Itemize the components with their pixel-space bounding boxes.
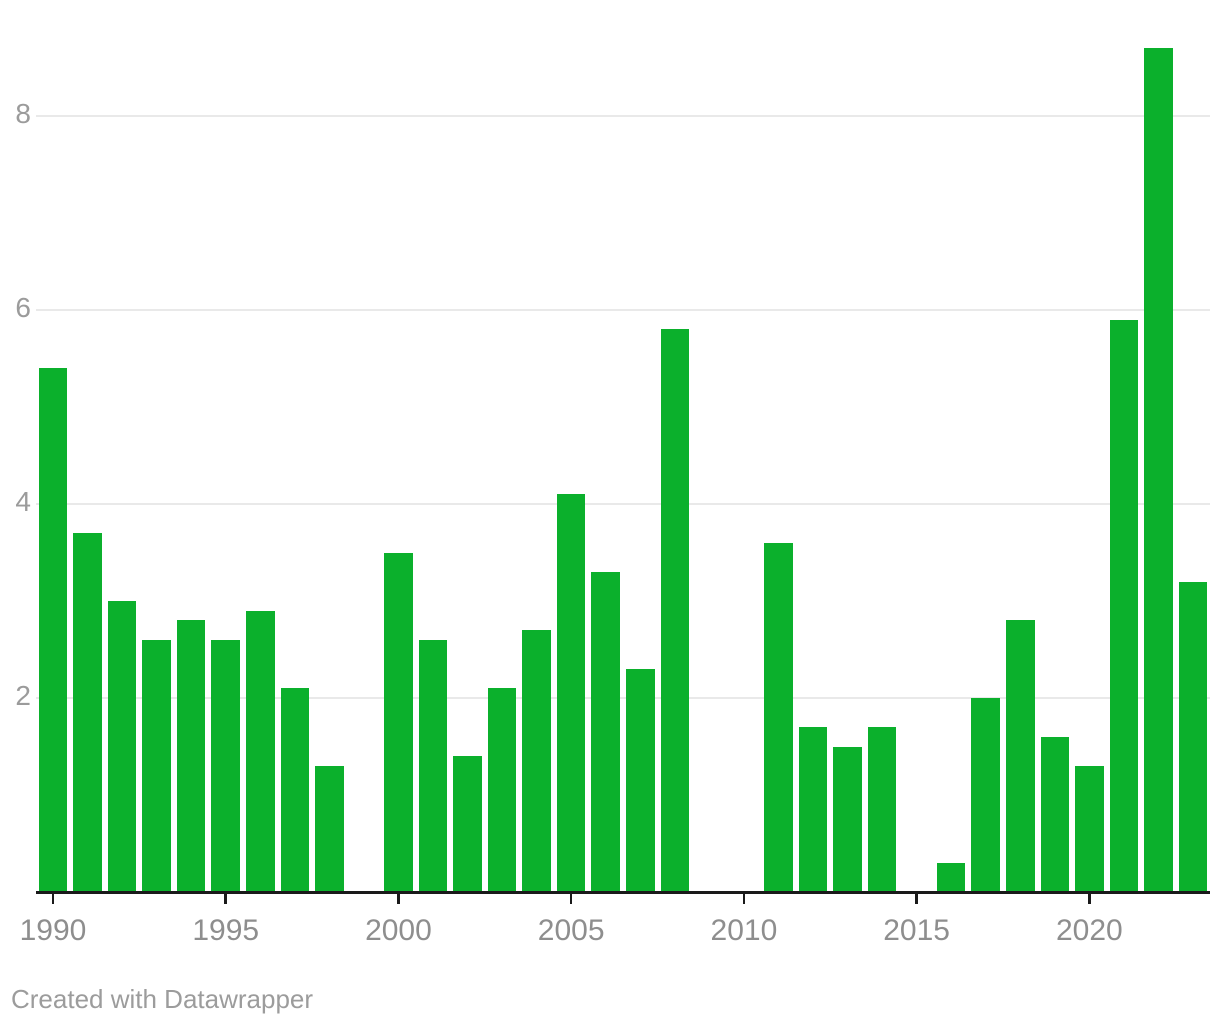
bar-1996[interactable] (245, 610, 275, 892)
bar-2019[interactable] (1040, 736, 1070, 892)
bar-2022[interactable] (1144, 48, 1173, 892)
bar-2001[interactable] (418, 639, 448, 892)
bar-2004[interactable] (522, 630, 551, 892)
bar-1990[interactable] (38, 368, 68, 892)
bar-2002[interactable] (453, 756, 482, 892)
y-axis-label: 4 (15, 486, 31, 517)
bar-2005[interactable] (556, 494, 586, 892)
x-axis-tick-2005 (569, 892, 573, 904)
bar-2012[interactable] (798, 727, 828, 892)
bar-2000[interactable] (384, 552, 413, 892)
bar-2018[interactable] (1005, 620, 1035, 892)
bar-1995[interactable] (211, 639, 241, 892)
x-axis-line (36, 891, 1210, 894)
bar-1991[interactable] (73, 533, 102, 892)
x-axis-label-2015: 2015 (883, 914, 950, 947)
x-axis-tick-2015 (915, 892, 918, 904)
bar-2017[interactable] (971, 698, 1000, 892)
bar-2023[interactable] (1178, 581, 1208, 892)
bar-2016[interactable] (936, 862, 966, 892)
bar-2021[interactable] (1109, 319, 1139, 892)
y-axis-label: 6 (15, 292, 31, 323)
bar-2003[interactable] (487, 688, 517, 892)
x-axis-label-1995: 1995 (192, 914, 260, 947)
gridline-y-6 (36, 309, 1210, 311)
gridline-y-2 (36, 697, 1210, 699)
bar-1998[interactable] (315, 765, 344, 892)
bar-2013[interactable] (833, 746, 862, 892)
bar-2020[interactable] (1075, 765, 1104, 892)
x-axis-label-2005: 2005 (537, 914, 605, 947)
x-axis-label-2010: 2010 (710, 914, 778, 947)
bar-1994[interactable] (176, 620, 206, 892)
datawrapper-credit: Created with Datawrapper (11, 984, 314, 1014)
bar-1997[interactable] (280, 688, 310, 892)
gridline-y-8 (36, 115, 1210, 117)
x-axis-tick-2020 (1088, 892, 1091, 904)
x-axis-label-1990: 1990 (19, 914, 87, 947)
bar-2008[interactable] (660, 329, 690, 892)
x-axis-label-2020: 2020 (1055, 914, 1123, 947)
bar-1993[interactable] (142, 639, 171, 892)
x-axis-label-2000: 2000 (365, 914, 432, 947)
x-axis-tick-2010 (742, 892, 746, 904)
bar-2006[interactable] (591, 571, 620, 892)
bar-2007[interactable] (625, 668, 655, 892)
bar-2014[interactable] (867, 727, 897, 892)
y-axis-label: 8 (15, 98, 31, 129)
x-axis-tick-1995 (224, 892, 227, 904)
bar-2011[interactable] (764, 542, 793, 892)
x-axis-tick-2000 (397, 892, 400, 904)
gridline-y-4 (36, 503, 1210, 505)
x-axis-tick-1990 (51, 892, 55, 904)
y-axis-label: 2 (15, 680, 31, 711)
bar-1992[interactable] (107, 601, 137, 892)
